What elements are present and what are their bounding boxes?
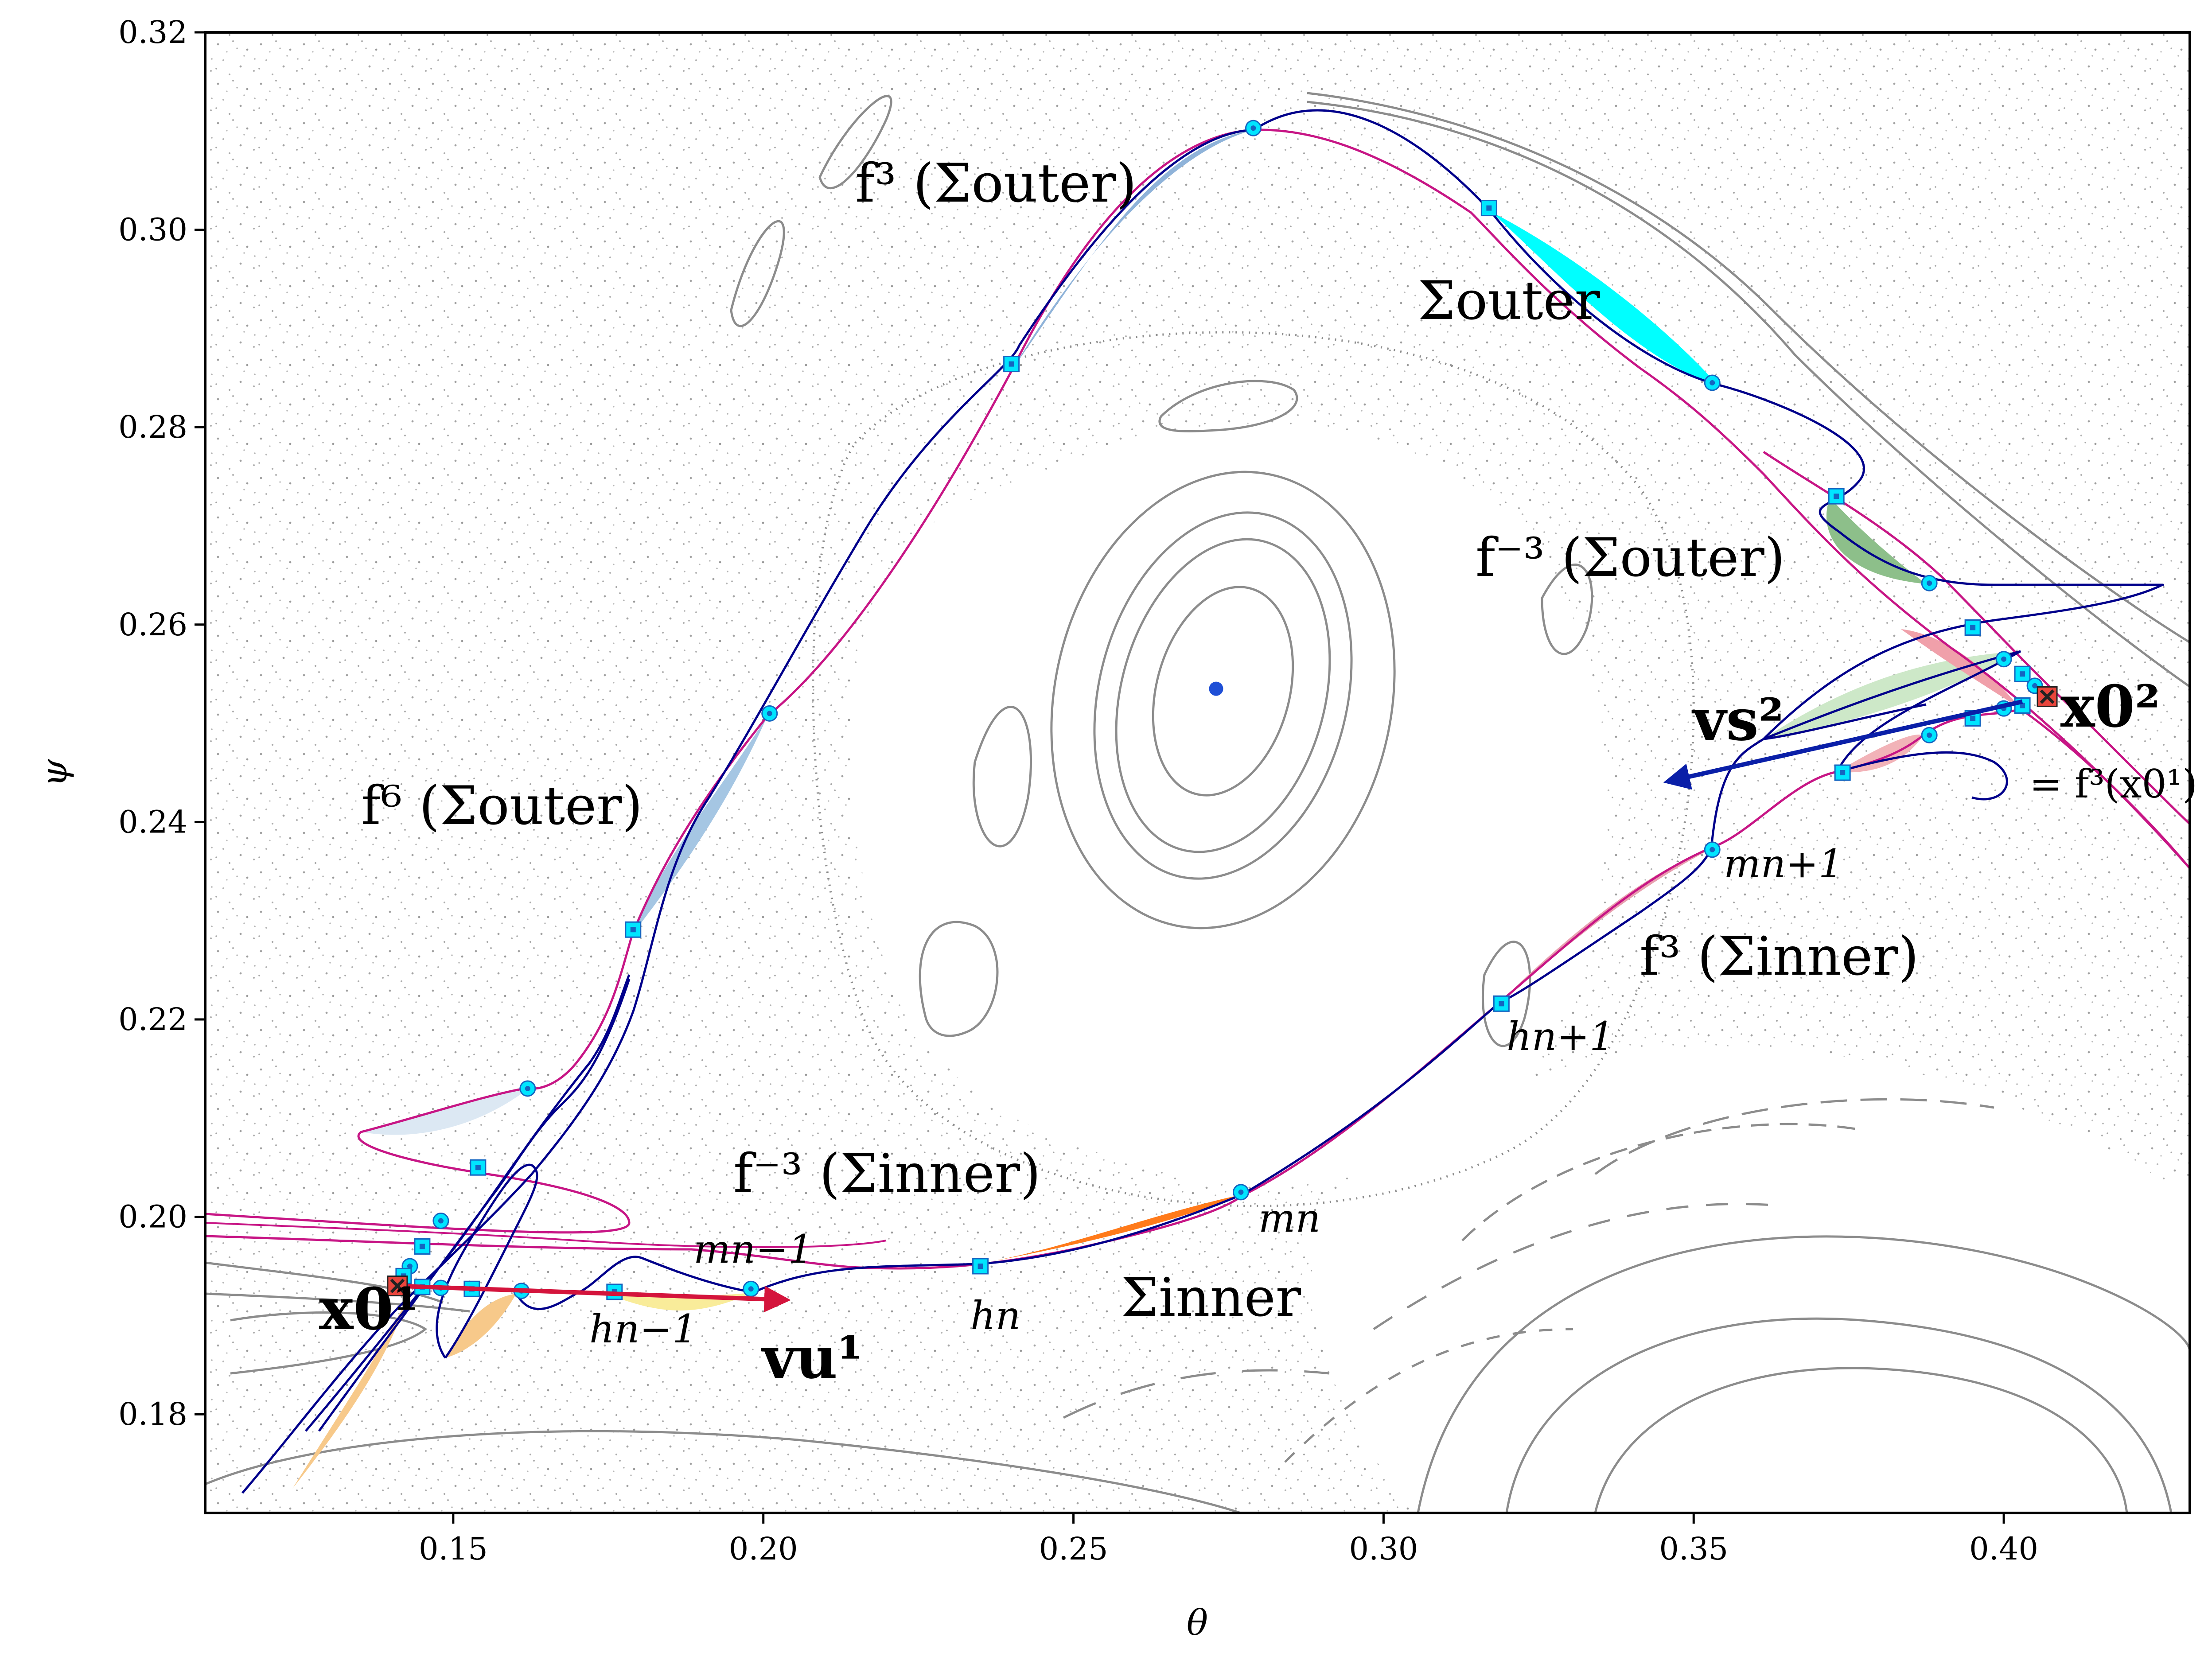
x-tick-label: 0.35	[1659, 1531, 1728, 1567]
lobe-light-blue	[361, 1088, 530, 1135]
intersection-point	[1493, 995, 1510, 1012]
intersection-point-core	[1710, 847, 1715, 852]
intersection-point-core	[767, 711, 772, 716]
intersection-point-core	[1710, 380, 1715, 385]
fixed-point-cross	[2040, 689, 2055, 704]
intersection-point-core	[1250, 125, 1256, 131]
hyperbolic-fixed-points	[387, 686, 2058, 1297]
y-tick-label: 0.24	[118, 804, 187, 840]
y-axis-ticks: 0.18 0.20 0.22 0.24 0.26 0.28 0.30 0.32	[118, 14, 205, 1432]
regular-region-mask	[851, 423, 1607, 1183]
intersection-point-core	[475, 1165, 481, 1171]
label-m-n: mn	[1258, 1195, 1320, 1241]
intersection-point-core	[1970, 625, 1976, 630]
lobe-f6-outer	[632, 716, 767, 934]
label-h-n1: hn+1	[1507, 1014, 1614, 1059]
label-x01: x0¹	[319, 1275, 419, 1343]
label-fm3-outer: f⁻³ (Σouter)	[1476, 527, 1785, 589]
vector-vu1-arrow	[397, 1283, 791, 1313]
intersection-point-core	[2032, 683, 2038, 688]
lobe-green-light	[1764, 651, 2021, 739]
intersection-point-core	[419, 1244, 425, 1249]
intersection-point	[414, 1238, 431, 1255]
intersection-point-core	[1486, 205, 1492, 211]
intersection-point-core	[630, 927, 636, 933]
intersection-point-core	[1009, 361, 1014, 367]
island-curves	[205, 92, 2190, 1513]
label-h-n: hn	[970, 1293, 1020, 1338]
lobe-fm3-outer	[1826, 498, 1926, 584]
y-tick-label: 0.30	[118, 212, 187, 248]
x-tick-label: 0.30	[1349, 1531, 1418, 1567]
x-axis-ticks: 0.15 0.20 0.25 0.30 0.35 0.40	[419, 1513, 2038, 1567]
label-fm3-inner: f⁻³ (Σinner)	[733, 1143, 1041, 1205]
regular-region-mask-lower	[1312, 1046, 2190, 1513]
label-x02: x0²	[2060, 673, 2160, 740]
label-vu1: vu¹	[761, 1324, 863, 1392]
intersection-point-core	[748, 1286, 754, 1292]
intersection-point	[972, 1258, 989, 1275]
lobe-orange-left	[445, 1294, 516, 1358]
label-f6-outer: f⁶ (Σouter)	[361, 775, 643, 837]
annotations: f³ (Σouter) Σouter f⁻³ (Σouter) f⁶ (Σout…	[319, 153, 2197, 1392]
intersection-point-core	[1927, 732, 1932, 738]
elliptic-fixed-point	[1209, 681, 1223, 696]
label-f3-outer: f³ (Σouter)	[855, 153, 1137, 214]
intersection-point-core	[977, 1264, 983, 1269]
label-f3-inner: f³ (Σinner)	[1639, 926, 1919, 988]
x-tick-label: 0.25	[1039, 1531, 1108, 1567]
intersection-point-core	[1927, 580, 1932, 586]
lobe-sigma-outer-2	[1491, 212, 1717, 385]
intersection-point-core	[438, 1218, 444, 1224]
label-m-nm1: mn−1	[693, 1226, 813, 1272]
x-axis-label: θ	[1187, 1602, 1208, 1643]
y-tick-label: 0.32	[118, 14, 187, 51]
label-sigma-outer: Σouter	[1418, 270, 1601, 332]
y-tick-label: 0.28	[118, 409, 187, 445]
intersection-point-core	[1970, 716, 1976, 721]
y-tick-label: 0.26	[118, 607, 187, 643]
y-tick-label: 0.22	[118, 1001, 187, 1038]
y-tick-label: 0.18	[118, 1396, 187, 1432]
intersection-point-core	[1840, 770, 1846, 775]
label-x02-eq: = f³(x0¹)	[2029, 761, 2197, 807]
label-m-n1: mn+1	[1724, 841, 1843, 887]
label-h-nm1: hn−1	[589, 1306, 697, 1352]
intersection-point-core	[2020, 703, 2025, 708]
intersection-point	[1480, 200, 1497, 217]
lobe-f3-inner-2	[1837, 735, 1923, 773]
label-sigma-inner: Σinner	[1121, 1267, 1301, 1329]
lobe-sigma-inner	[977, 1194, 1242, 1264]
intersection-point-core	[2001, 656, 2007, 662]
intersection-point-core	[1499, 1001, 1504, 1007]
fixed-point-cross	[390, 1279, 405, 1294]
intersection-point-core	[1238, 1189, 1244, 1195]
intersection-point-core	[2020, 671, 2025, 677]
label-vs2: vs²	[1691, 686, 1784, 754]
intersection-point-core	[1834, 494, 1839, 499]
x-tick-label: 0.40	[1969, 1531, 2038, 1567]
x-tick-label: 0.15	[419, 1531, 488, 1567]
vector-vs2-arrow	[1663, 699, 2023, 790]
x-tick-label: 0.20	[729, 1531, 798, 1567]
unstable-manifold	[241, 109, 2164, 1494]
y-axis-label: ψ	[34, 758, 75, 787]
intersection-point-core	[525, 1085, 530, 1091]
axes-frame	[204, 31, 2191, 1514]
y-tick-label: 0.20	[118, 1199, 187, 1235]
intersection-point-core	[407, 1264, 413, 1269]
